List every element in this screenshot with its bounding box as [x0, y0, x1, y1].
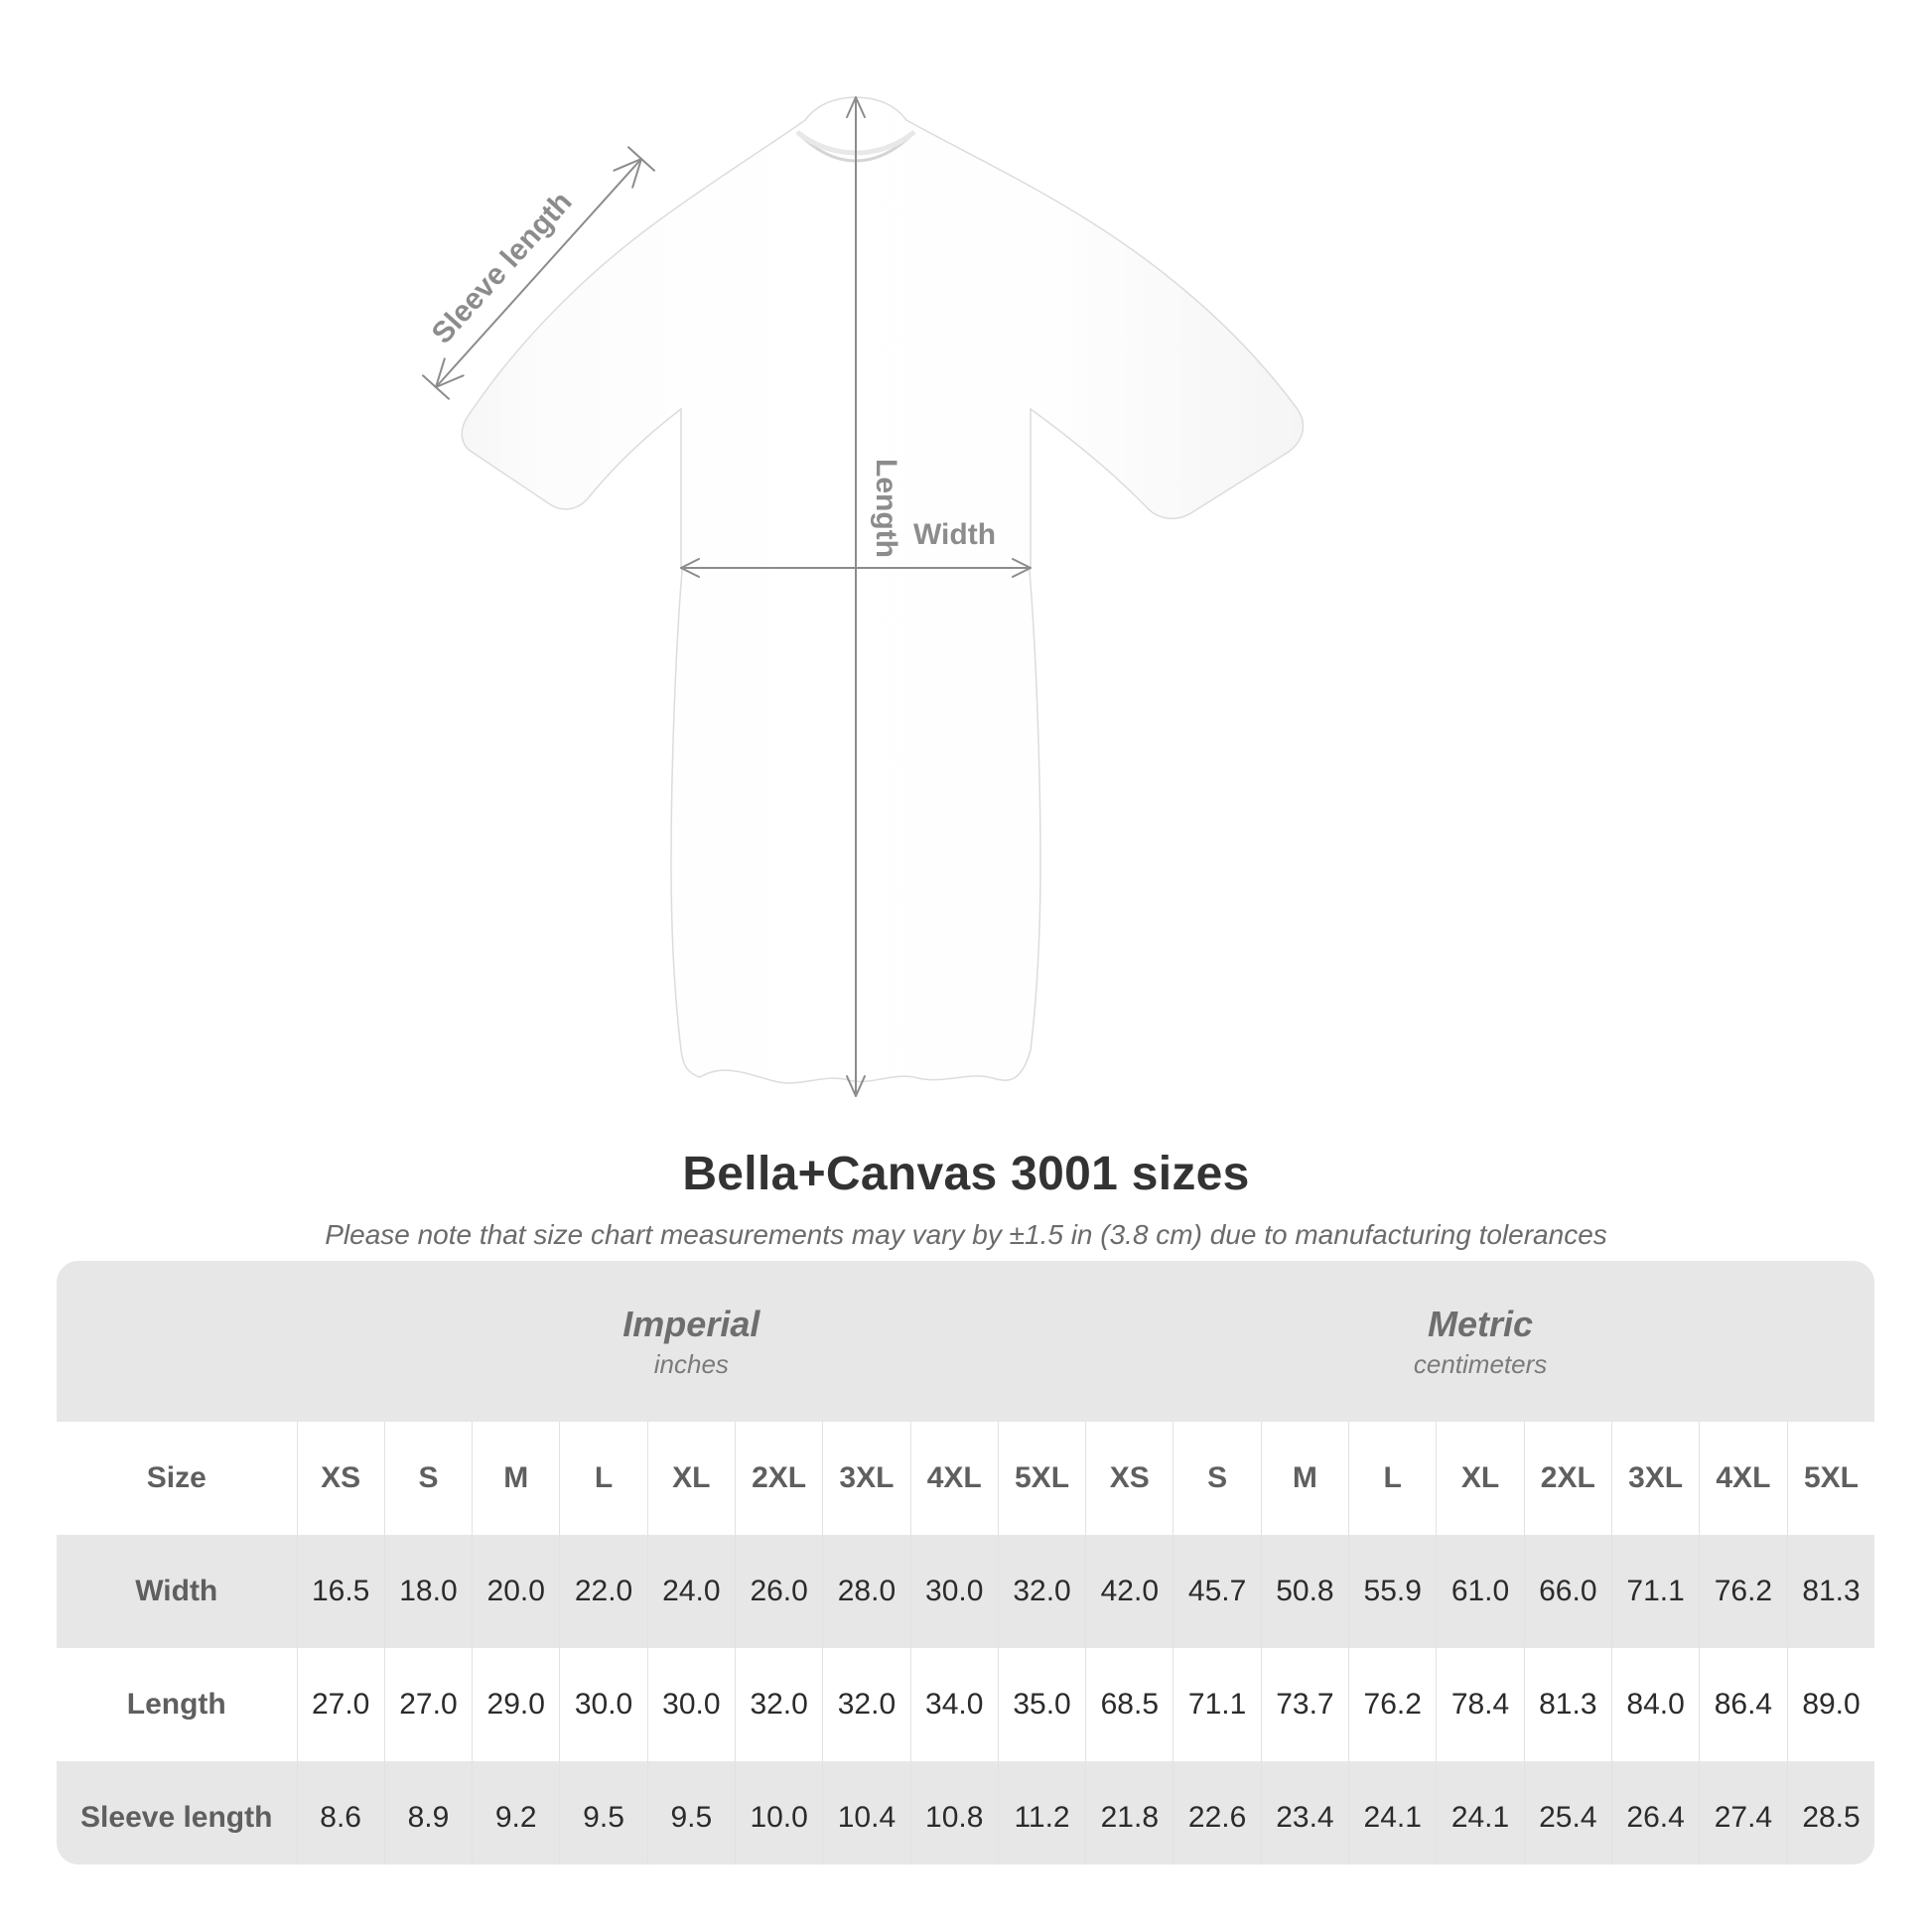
svg-text:Length: Length: [870, 459, 902, 558]
svg-text:Width: Width: [913, 518, 996, 551]
